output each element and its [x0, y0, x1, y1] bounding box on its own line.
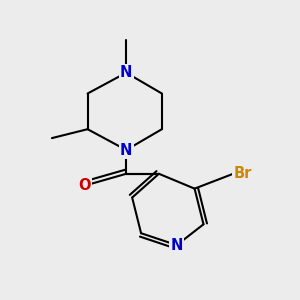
Text: O: O [78, 178, 91, 193]
Text: N: N [171, 238, 183, 253]
Text: Br: Br [233, 166, 252, 181]
Text: N: N [120, 65, 132, 80]
Text: N: N [120, 142, 132, 158]
